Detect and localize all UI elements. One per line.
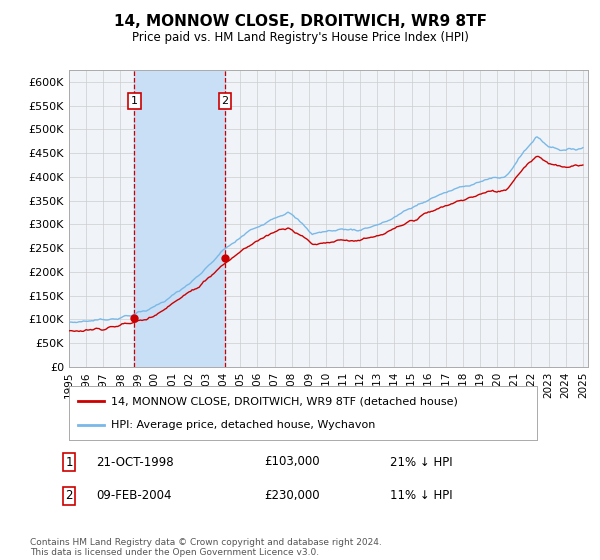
Bar xyxy=(134,70,225,367)
Text: 2: 2 xyxy=(65,489,73,502)
Text: 21% ↓ HPI: 21% ↓ HPI xyxy=(390,455,452,469)
Text: Price paid vs. HM Land Registry's House Price Index (HPI): Price paid vs. HM Land Registry's House … xyxy=(131,31,469,44)
Text: 2: 2 xyxy=(221,96,229,106)
Text: 1: 1 xyxy=(131,96,138,106)
Text: Contains HM Land Registry data © Crown copyright and database right 2024.
This d: Contains HM Land Registry data © Crown c… xyxy=(30,538,382,557)
Text: HPI: Average price, detached house, Wychavon: HPI: Average price, detached house, Wych… xyxy=(111,419,376,430)
Text: 14, MONNOW CLOSE, DROITWICH, WR9 8TF (detached house): 14, MONNOW CLOSE, DROITWICH, WR9 8TF (de… xyxy=(111,396,458,407)
Text: 09-FEB-2004: 09-FEB-2004 xyxy=(96,489,172,502)
Text: 1: 1 xyxy=(65,455,73,469)
Text: 11% ↓ HPI: 11% ↓ HPI xyxy=(390,489,452,502)
Text: £230,000: £230,000 xyxy=(264,489,320,502)
Text: 14, MONNOW CLOSE, DROITWICH, WR9 8TF: 14, MONNOW CLOSE, DROITWICH, WR9 8TF xyxy=(113,14,487,29)
Text: £103,000: £103,000 xyxy=(264,455,320,469)
Text: 21-OCT-1998: 21-OCT-1998 xyxy=(96,455,173,469)
